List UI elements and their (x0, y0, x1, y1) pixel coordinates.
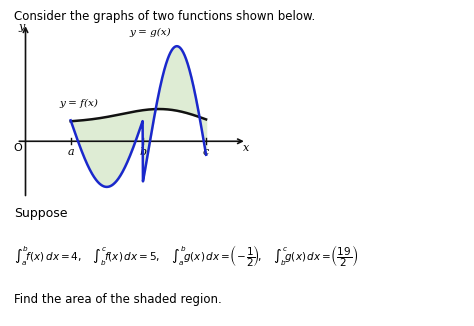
Text: O: O (13, 143, 22, 153)
Text: y: y (19, 22, 25, 32)
Text: $\int_a^b\! f(x)\,dx = 4,$$\quad \int_b^c\! f(x)\,dx = 5,$$\quad \int_a^b\! g(x): $\int_a^b\! f(x)\,dx = 4,$$\quad \int_b^… (14, 243, 359, 269)
Text: b: b (139, 147, 146, 157)
Text: y = g(x): y = g(x) (129, 28, 171, 37)
Text: Find the area of the shaded region.: Find the area of the shaded region. (14, 293, 222, 306)
Text: x: x (243, 143, 249, 153)
Text: a: a (67, 147, 74, 157)
Text: y = f(x): y = f(x) (59, 99, 98, 108)
Text: Consider the graphs of two functions shown below.: Consider the graphs of two functions sho… (14, 10, 316, 23)
Text: Suppose: Suppose (14, 207, 68, 220)
Text: c: c (203, 147, 209, 157)
